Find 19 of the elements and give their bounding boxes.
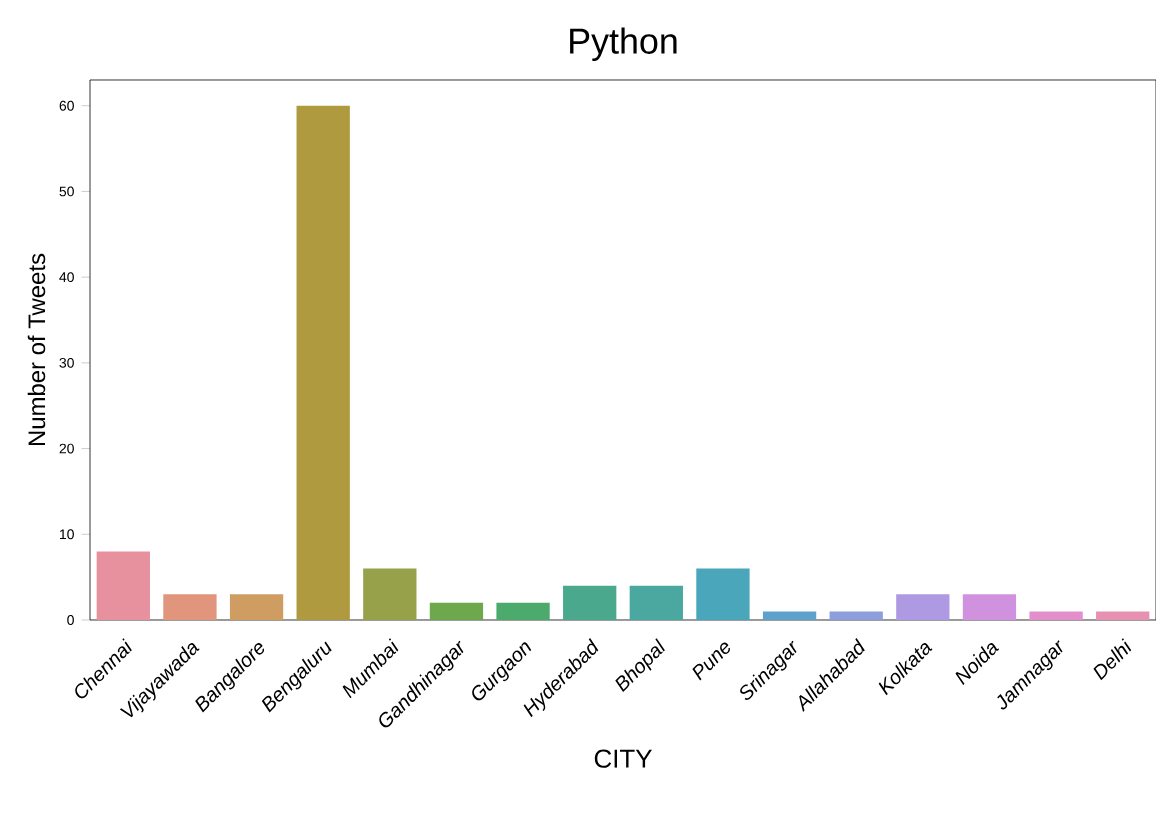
y-axis-title: Number of Tweets: [27, 253, 46, 446]
bar: [896, 594, 950, 620]
bar: [1096, 611, 1150, 620]
bar: [962, 594, 1017, 620]
bar: [629, 585, 683, 620]
bar: [429, 602, 484, 620]
bar: [363, 568, 417, 620]
bar: [829, 611, 883, 620]
bar: [96, 551, 150, 620]
bar: [762, 611, 817, 620]
bar: [563, 585, 617, 620]
bar: [229, 594, 284, 620]
chart-title: Python: [570, 27, 677, 61]
bar: [1029, 611, 1083, 620]
bar: [496, 602, 550, 620]
bar: [296, 105, 350, 620]
x-axis-title: CITY: [594, 749, 652, 768]
bar: [163, 594, 217, 620]
bar: [696, 568, 750, 620]
